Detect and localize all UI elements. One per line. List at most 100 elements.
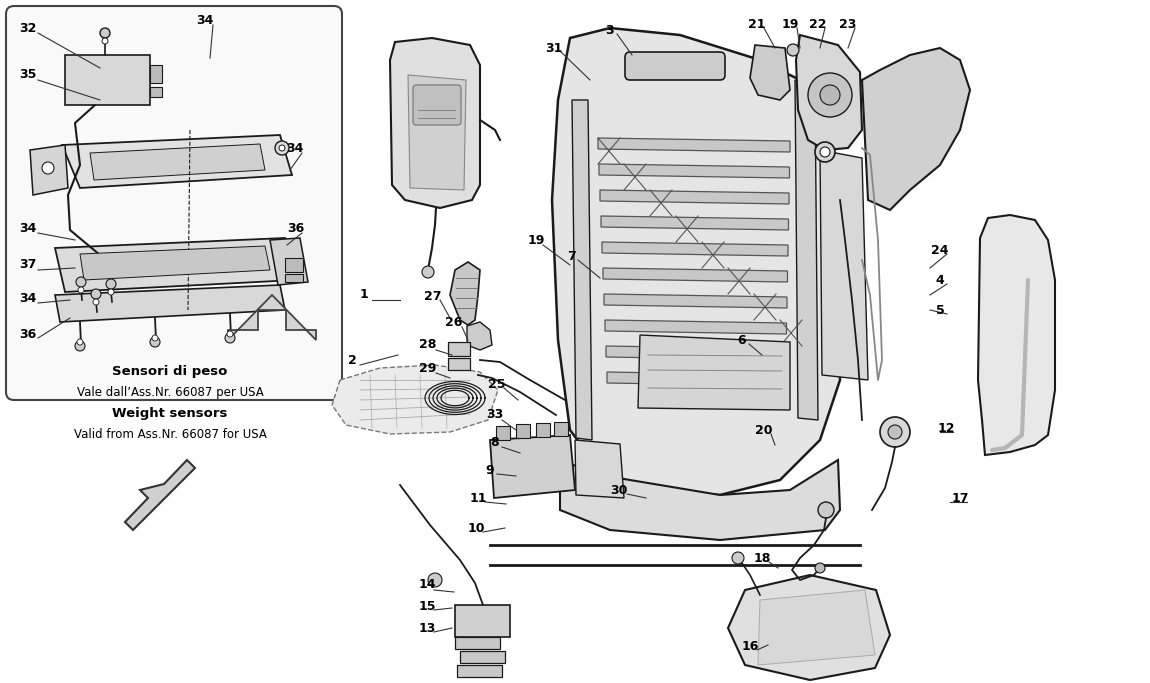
Circle shape — [102, 38, 108, 44]
Polygon shape — [600, 190, 789, 204]
Circle shape — [100, 28, 110, 38]
Circle shape — [225, 333, 235, 343]
Text: 7: 7 — [567, 249, 575, 262]
Text: 34: 34 — [20, 292, 37, 305]
FancyBboxPatch shape — [624, 52, 724, 80]
Polygon shape — [467, 322, 492, 350]
Text: 37: 37 — [20, 258, 37, 272]
FancyBboxPatch shape — [460, 651, 505, 663]
Polygon shape — [408, 75, 466, 190]
Polygon shape — [55, 285, 285, 322]
Text: 33: 33 — [486, 408, 504, 421]
Text: 34: 34 — [286, 141, 304, 154]
Text: 10: 10 — [467, 522, 485, 535]
Polygon shape — [728, 575, 890, 680]
Text: 36: 36 — [288, 221, 305, 234]
Text: 6: 6 — [737, 333, 746, 346]
Polygon shape — [575, 440, 624, 498]
Polygon shape — [605, 320, 787, 334]
Polygon shape — [607, 372, 785, 386]
Polygon shape — [390, 38, 480, 208]
Circle shape — [880, 417, 910, 447]
Text: 14: 14 — [419, 579, 436, 591]
Circle shape — [91, 289, 101, 299]
Polygon shape — [332, 365, 498, 434]
Circle shape — [815, 563, 825, 573]
Text: Valid from Ass.Nr. 66087 for USA: Valid from Ass.Nr. 66087 for USA — [74, 428, 267, 441]
Text: 5: 5 — [936, 303, 944, 316]
Polygon shape — [638, 335, 790, 410]
Circle shape — [227, 331, 233, 337]
Bar — [285, 258, 302, 272]
Polygon shape — [228, 295, 316, 340]
Text: 34: 34 — [20, 221, 37, 234]
Text: 20: 20 — [756, 423, 773, 436]
Text: 19: 19 — [781, 18, 799, 31]
Circle shape — [820, 147, 830, 157]
Polygon shape — [572, 100, 592, 440]
Bar — [448, 358, 470, 370]
Text: 27: 27 — [424, 290, 442, 303]
Text: 17: 17 — [951, 492, 968, 505]
Circle shape — [76, 277, 86, 287]
Polygon shape — [604, 294, 787, 308]
Text: 32: 32 — [20, 21, 37, 35]
Circle shape — [808, 73, 852, 117]
Polygon shape — [603, 268, 788, 282]
Circle shape — [818, 502, 834, 518]
Polygon shape — [560, 460, 840, 540]
Text: 34: 34 — [197, 14, 214, 27]
Polygon shape — [55, 238, 296, 292]
Bar — [536, 423, 550, 437]
FancyBboxPatch shape — [413, 85, 461, 125]
Polygon shape — [598, 138, 790, 152]
Polygon shape — [599, 164, 790, 178]
Text: 22: 22 — [810, 18, 827, 31]
Polygon shape — [552, 28, 840, 495]
Text: 30: 30 — [611, 484, 628, 497]
Text: 3: 3 — [606, 23, 614, 36]
Text: 12: 12 — [937, 421, 954, 434]
Text: 35: 35 — [20, 68, 37, 81]
Text: 29: 29 — [420, 361, 437, 374]
Polygon shape — [601, 242, 788, 256]
Circle shape — [152, 335, 158, 341]
Text: Sensori di peso: Sensori di peso — [113, 365, 228, 378]
Circle shape — [77, 339, 83, 345]
Text: 23: 23 — [840, 18, 857, 31]
Polygon shape — [62, 135, 292, 188]
Text: 1: 1 — [360, 288, 368, 301]
Text: 24: 24 — [932, 244, 949, 257]
Text: 28: 28 — [420, 339, 437, 352]
Circle shape — [820, 85, 840, 105]
Bar — [554, 422, 568, 436]
Circle shape — [75, 341, 85, 351]
Bar — [150, 87, 162, 97]
Polygon shape — [820, 150, 868, 380]
Polygon shape — [795, 80, 818, 420]
FancyBboxPatch shape — [457, 665, 503, 677]
Polygon shape — [606, 346, 785, 360]
Circle shape — [78, 287, 84, 293]
Circle shape — [150, 337, 160, 347]
Bar — [496, 426, 509, 440]
FancyBboxPatch shape — [455, 637, 500, 649]
Text: 4: 4 — [936, 273, 944, 286]
Polygon shape — [450, 262, 480, 325]
Text: Weight sensors: Weight sensors — [113, 407, 228, 420]
Polygon shape — [862, 48, 969, 210]
Circle shape — [888, 425, 902, 439]
Polygon shape — [125, 460, 196, 530]
FancyBboxPatch shape — [66, 55, 150, 105]
Circle shape — [108, 289, 114, 295]
Text: 31: 31 — [545, 42, 562, 55]
FancyBboxPatch shape — [455, 605, 509, 637]
Circle shape — [43, 162, 54, 174]
Polygon shape — [978, 215, 1055, 455]
Bar — [285, 274, 302, 282]
Text: 36: 36 — [20, 328, 37, 341]
Text: 15: 15 — [419, 600, 436, 613]
Polygon shape — [30, 145, 68, 195]
Text: Vale dall’Ass.Nr. 66087 per USA: Vale dall’Ass.Nr. 66087 per USA — [77, 386, 263, 399]
Circle shape — [93, 299, 99, 305]
